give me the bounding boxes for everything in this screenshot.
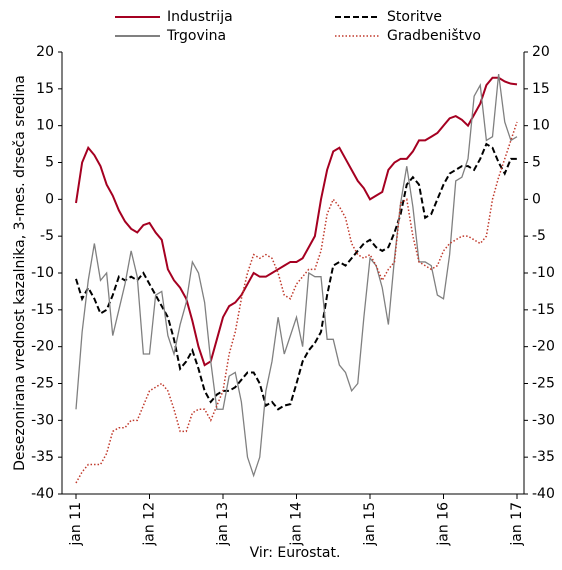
y-tick-label: -5 <box>40 228 54 244</box>
y-tick-label: -25 <box>31 376 54 392</box>
y2-tick-label: -40 <box>532 486 555 502</box>
source-note: Vir: Eurostat. <box>250 545 341 561</box>
y2-tick-label: -20 <box>532 339 555 355</box>
y-tick-label: 20 <box>36 44 54 60</box>
x-tick-label: jan 12 <box>142 502 158 547</box>
series-line <box>75 76 518 367</box>
y2-tick-label: -35 <box>532 449 555 465</box>
y2-tick-label: 15 <box>532 81 550 97</box>
legend-label: Trgovina <box>166 28 226 44</box>
y-axis-label: Desezonirana vrednost kazalnika, 3-mes. … <box>12 75 28 471</box>
x-tick-label: jan 17 <box>509 502 525 547</box>
x-tick-label: jan 16 <box>436 502 452 547</box>
y2-tick-label: -25 <box>532 376 555 392</box>
legend-label: Industrija <box>167 9 233 25</box>
y-tick-label: -35 <box>31 449 54 465</box>
y-tick-label: 5 <box>45 155 54 171</box>
y2-tick-label: 0 <box>532 191 541 207</box>
y-tick-label: 0 <box>45 191 54 207</box>
y2-tick-label: 5 <box>532 155 541 171</box>
y2-tick-label: -10 <box>532 265 555 281</box>
x-tick-label: jan 15 <box>362 502 378 547</box>
y-tick-label: -15 <box>31 302 54 318</box>
y-tick-label: 15 <box>36 81 54 97</box>
x-tick-label: jan 14 <box>289 502 305 547</box>
y2-tick-label: -30 <box>532 412 555 428</box>
y-tick-label: -20 <box>31 339 54 355</box>
series-line <box>75 142 517 411</box>
series-line <box>75 121 518 484</box>
y2-tick-label: -5 <box>532 228 546 244</box>
x-tick-label: jan 11 <box>68 502 84 547</box>
y2-tick-label: -15 <box>532 302 555 318</box>
y-tick-label: -40 <box>31 486 54 502</box>
y-tick-label: -10 <box>31 265 54 281</box>
legend-label: Storitve <box>387 9 442 25</box>
y-tick-label: -30 <box>31 412 54 428</box>
x-tick-label: jan 13 <box>215 502 231 547</box>
y2-tick-label: 20 <box>532 44 550 60</box>
series-line <box>75 74 518 478</box>
legend-label: Gradbeništvo <box>387 28 481 44</box>
y-tick-label: 10 <box>36 118 54 134</box>
y2-tick-label: 10 <box>532 118 550 134</box>
